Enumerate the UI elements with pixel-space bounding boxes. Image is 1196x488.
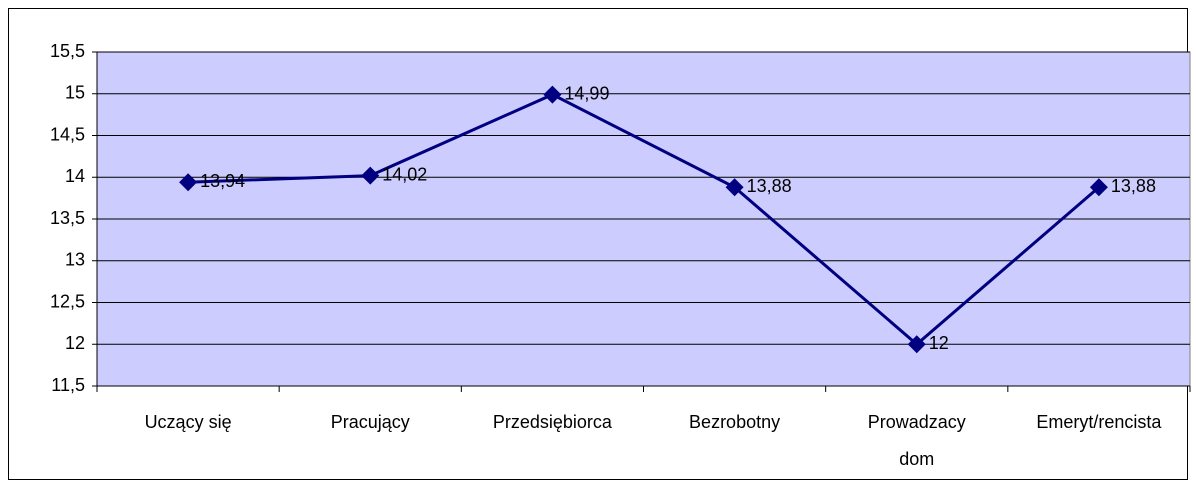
marker (725, 178, 744, 197)
x-tick-label: Prowadzacy dom (868, 412, 966, 469)
y-tick-label: 15,5 (50, 41, 85, 61)
data-label: 14,99 (564, 83, 609, 103)
marker (179, 173, 198, 192)
y-tick-label: 11,5 (51, 375, 85, 395)
x-tick-label: Uczący się (145, 412, 232, 432)
marker (907, 335, 926, 354)
data-label: 13,88 (747, 176, 792, 196)
y-tick-label: 12,5 (50, 291, 85, 311)
series-line (188, 92, 1100, 347)
x-tick-label: Emeryt/rencista (1036, 412, 1162, 432)
x-tick-label: Bezrobotny (689, 412, 780, 432)
data-label: 13,94 (200, 171, 245, 191)
y-tick-label: 15 (65, 83, 85, 103)
y-tick-label: 14,5 (50, 124, 85, 144)
marker (1089, 178, 1108, 197)
x-tick-label: Pracujący (331, 412, 410, 432)
marker (361, 166, 380, 185)
y-tick-label: 13 (65, 250, 85, 270)
x-tick-label: Przedsiębiorca (493, 412, 613, 432)
data-label: 13,88 (1111, 176, 1156, 196)
data-label: 12 (929, 333, 949, 353)
data-label: 14,02 (382, 164, 427, 184)
y-tick-label: 14 (65, 166, 85, 186)
marker (543, 85, 562, 104)
y-tick-label: 12 (65, 333, 85, 353)
y-tick-label: 13,5 (50, 208, 85, 228)
